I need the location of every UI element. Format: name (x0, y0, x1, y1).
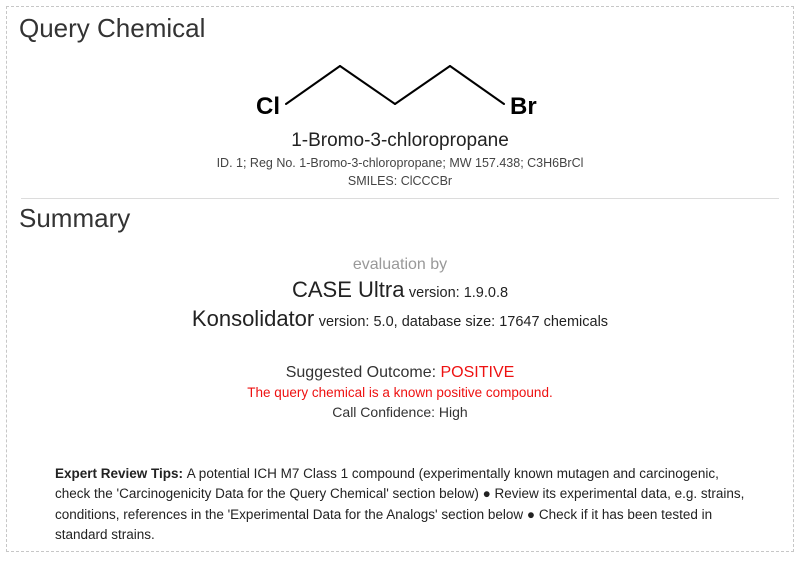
chemical-structure: Cl Br 1-Bromo-3-chloropropane ID. 1; Reg … (21, 48, 779, 188)
section-divider (21, 198, 779, 199)
product-detail: version: 5.0, database size: 17647 chemi… (319, 314, 608, 330)
query-section-title: Query Chemical (19, 13, 779, 44)
report-card: Query Chemical Cl Br 1-Bromo-3-chloroprop… (6, 6, 794, 552)
outcome-note: The query chemical is a known positive c… (21, 385, 779, 400)
tips-label: Expert Review Tips: (55, 466, 187, 481)
product-name: CASE Ultra (292, 277, 404, 302)
chemical-metadata-line1: ID. 1; Reg No. 1-Bromo-3-chloropropane; … (21, 156, 779, 170)
product-detail: version: 1.9.0.8 (409, 285, 508, 301)
svg-text:Br: Br (510, 93, 537, 120)
call-confidence: Call Confidence: High (21, 404, 779, 420)
chemical-name: 1-Bromo-3-chloropropane (21, 130, 779, 152)
outcome-block: Suggested Outcome: POSITIVE The query ch… (21, 364, 779, 420)
eval-product-0: CASE Ultra version: 1.9.0.8 (21, 277, 779, 303)
product-name: Konsolidator (192, 306, 314, 331)
molecule-svg: Cl Br (240, 48, 560, 128)
evaluation-by-label: evaluation by (21, 256, 779, 274)
summary-section: Summary evaluation by CASE Ultra version… (21, 203, 779, 545)
eval-product-1: Konsolidator version: 5.0, database size… (21, 306, 779, 332)
svg-text:Cl: Cl (256, 93, 280, 120)
outcome-line: Suggested Outcome: POSITIVE (21, 364, 779, 382)
summary-section-title: Summary (19, 203, 779, 234)
chemical-metadata-line2: SMILES: ClCCCBr (21, 174, 779, 188)
query-section: Query Chemical Cl Br 1-Bromo-3-chloroprop… (21, 13, 779, 188)
outcome-value: POSITIVE (440, 364, 514, 381)
expert-review-tips: Expert Review Tips: A potential ICH M7 C… (55, 464, 745, 545)
outcome-label: Suggested Outcome: (286, 364, 441, 381)
